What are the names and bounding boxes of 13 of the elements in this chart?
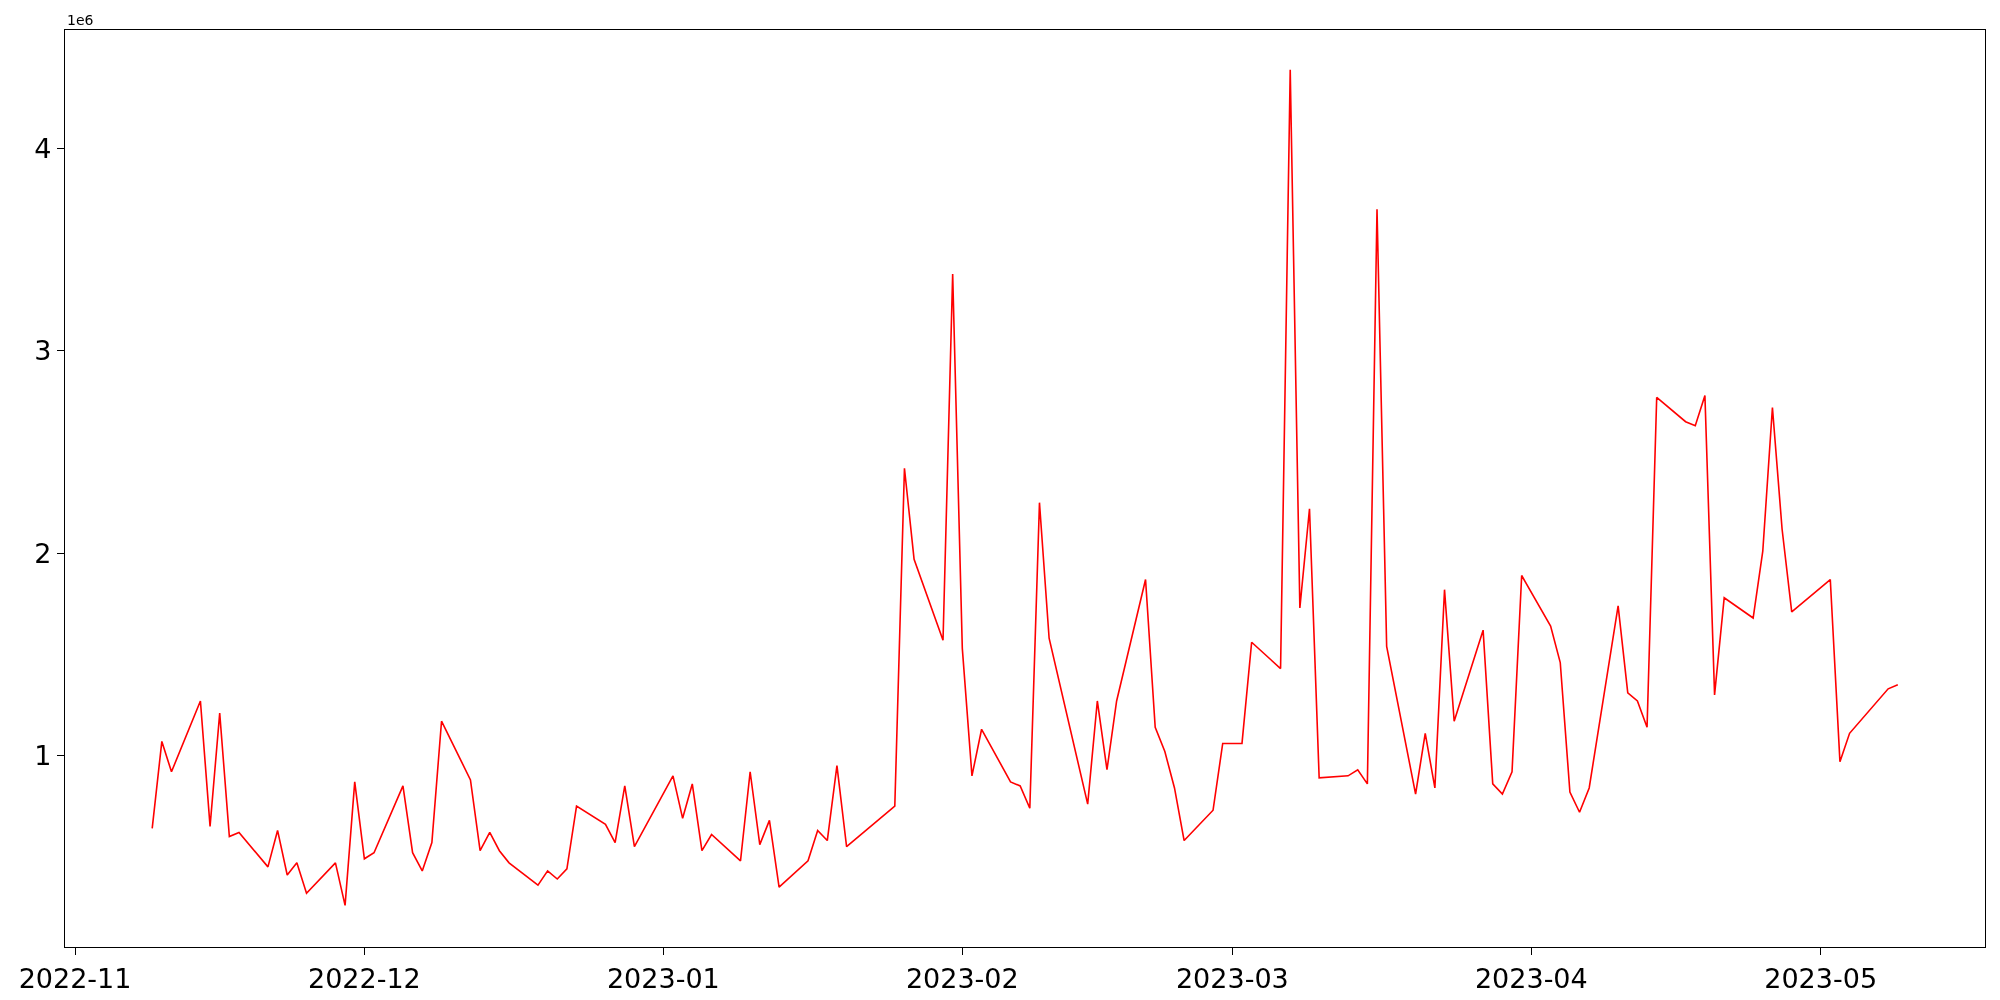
x-tick-label: 2023-03	[1175, 962, 1289, 994]
y-tick-label: 1	[34, 740, 52, 772]
text: 1e6	[67, 12, 94, 28]
y-tick-label: 2	[34, 537, 52, 569]
y-tick-label: 3	[34, 335, 52, 367]
x-tick-label: 2023-02	[905, 962, 1019, 994]
x-tick-label: 2023-01	[606, 962, 720, 994]
line-series	[151, 68, 1899, 907]
x-tick-label: 2022-12	[307, 962, 421, 994]
y-tick-label: 4	[34, 133, 52, 165]
x-tick-label: 2023-04	[1474, 962, 1588, 994]
x-tick-label: 2023-05	[1764, 962, 1878, 994]
x-tick-label: 2022-11	[18, 962, 132, 994]
